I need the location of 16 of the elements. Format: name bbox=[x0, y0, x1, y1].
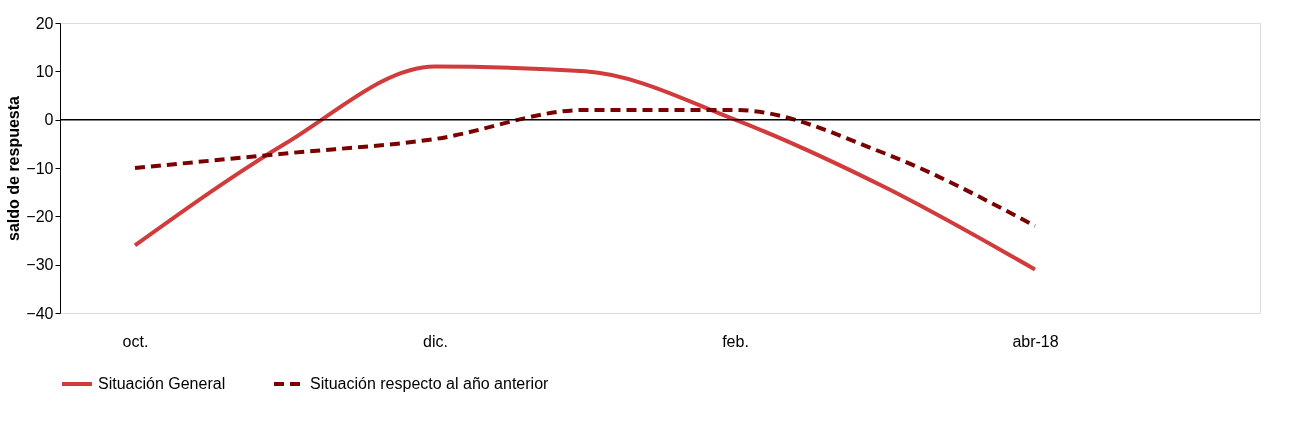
y-tick-label: −20 bbox=[26, 207, 54, 225]
line-series bbox=[133, 64, 1037, 272]
y-tick-label: −10 bbox=[26, 159, 54, 177]
x-tick-label: oct. bbox=[122, 332, 149, 350]
x-tick-label: feb. bbox=[722, 332, 749, 350]
x-tick-label: dic. bbox=[423, 332, 448, 350]
y-tick-label: 0 bbox=[44, 111, 54, 129]
line-series bbox=[133, 108, 1037, 228]
legend-label: Situación General bbox=[98, 375, 226, 392]
y-tick-label: −30 bbox=[26, 256, 54, 274]
y-tick-label: −40 bbox=[26, 304, 54, 322]
y-tick-label: 10 bbox=[35, 62, 54, 80]
y-axis-title: saldo de respuesta bbox=[5, 95, 23, 241]
legend-label: Situación respecto al año anterior bbox=[310, 375, 550, 392]
x-tick-label: abr-18 bbox=[1012, 332, 1059, 350]
y-tick-label: 20 bbox=[35, 14, 54, 32]
